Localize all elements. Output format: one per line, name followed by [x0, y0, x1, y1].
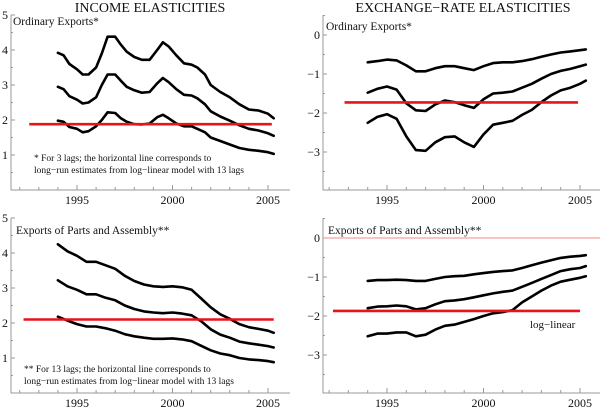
column-title-exchange-rate: EXCHANGE−RATE ELASTICITIES [355, 1, 570, 16]
series-line-lower [366, 274, 588, 338]
panel-title: Ordinary Exports* [13, 16, 99, 28]
series-line-upper [366, 48, 588, 73]
panel-income-parts-assembly: Exports of Parts and Assembly** ** For 1… [2, 211, 290, 410]
y-tick-label: 3 [2, 281, 8, 295]
footnote-line-1: * For 3 lags; the horizontal line corres… [34, 154, 212, 164]
series-line-middle [56, 73, 275, 138]
panel-income-ordinary-exports: Ordinary Exports* * For 3 lags; the hori… [2, 8, 290, 207]
x-tick-label: 2005 [256, 396, 280, 410]
axis-frame [10, 15, 290, 191]
y-tick-label: 5 [2, 211, 8, 225]
x-tick-label: 2000 [472, 396, 496, 410]
panel-title: Exports of Parts and Assembly** [328, 225, 482, 237]
y-tick-label: 0 [314, 28, 320, 42]
series-line-lower [56, 111, 275, 156]
y-tick-label: −3 [307, 348, 320, 362]
footnote-line-1: ** For 13 lags; the horizontal line corr… [24, 365, 211, 375]
x-tick-label: 2000 [161, 193, 185, 207]
y-tick-label: 2 [2, 113, 8, 127]
panel-title: Ordinary Exports* [326, 21, 412, 33]
x-tick-label: 2000 [472, 193, 496, 207]
panel-exchange-rate-ordinary-exports: Ordinary Exports* 0 −1 −2 −3 1995 2000 2005 [307, 15, 600, 207]
axis-frame [10, 218, 290, 394]
y-tick-label: 5 [2, 8, 8, 22]
y-tick-label: 1 [2, 351, 8, 365]
column-title-income: INCOME ELASTICITIES [75, 1, 226, 16]
y-tick-label: −1 [307, 270, 320, 284]
x-tick-label: 1995 [65, 396, 89, 410]
series-line-upper [56, 35, 275, 120]
series-line-lower [56, 315, 275, 364]
x-tick-label: 2005 [568, 193, 592, 207]
y-tick-label: 4 [2, 43, 8, 57]
series-line-middle [56, 279, 275, 349]
x-tick-label: 2005 [568, 396, 592, 410]
series-line-upper [56, 243, 275, 335]
y-tick-label: −2 [307, 309, 320, 323]
series-line-upper [366, 253, 588, 283]
axis-frame [322, 15, 600, 191]
series-line-middle [366, 63, 588, 113]
series-line-middle [366, 264, 588, 311]
x-tick-label: 1995 [65, 193, 89, 207]
x-tick-label: 1995 [375, 396, 399, 410]
panel-title: Exports of Parts and Assembly** [16, 225, 170, 237]
log-linear-annotation: log−linear [530, 319, 576, 331]
y-tick-label: −3 [307, 145, 320, 159]
y-tick-label: −2 [307, 106, 320, 120]
x-tick-label: 2005 [256, 193, 280, 207]
x-tick-label: 2000 [161, 396, 185, 410]
y-tick-label: −1 [307, 67, 320, 81]
axis-frame [322, 218, 600, 394]
y-tick-label: 2 [2, 316, 8, 330]
footnote-line-2: long−run estimates from log−linear model… [24, 376, 234, 387]
x-tick-label: 1995 [375, 193, 399, 207]
y-tick-label: 1 [2, 148, 8, 162]
series-line-lower [366, 79, 588, 153]
footnote-line-2: long−run estimates from log−linear model… [34, 165, 244, 176]
panel-exchange-rate-parts-assembly: Exports of Parts and Assembly** log−line… [307, 218, 600, 410]
y-tick-label: 3 [2, 78, 8, 92]
y-tick-label: 0 [314, 231, 320, 245]
y-tick-label: 4 [2, 246, 8, 260]
